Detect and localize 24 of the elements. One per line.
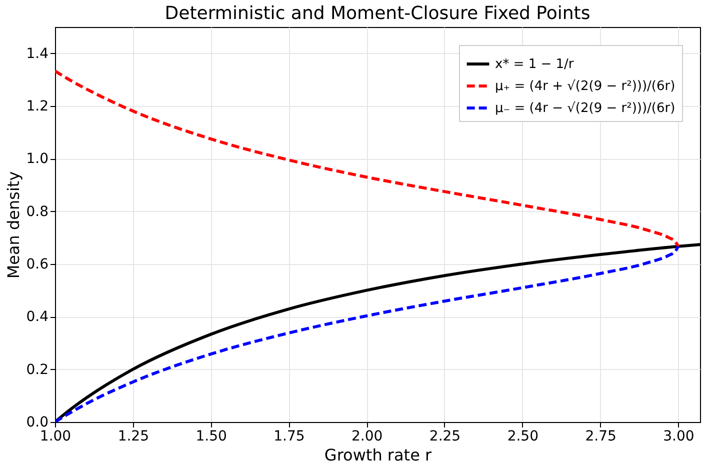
y-tick-label: 1.0 [26, 151, 48, 168]
legend-label: μ₋ = (4r − √(2(9 − r²)))/(6r) [495, 101, 676, 116]
y-tick-label: 0.6 [26, 256, 49, 272]
y-tick-label: 0.0 [26, 414, 48, 430]
x-tick-label: 1.25 [118, 428, 149, 444]
x-tick-label: 3.00 [663, 428, 694, 444]
x-tick-label: 1.75 [274, 428, 305, 444]
legend-label: μ₊ = (4r + √(2(9 − r²)))/(6r) [495, 79, 676, 94]
line-series [55, 69, 680, 248]
legend-label: x* = 1 − 1/r [495, 57, 574, 72]
y-tick-label: 1.4 [26, 46, 49, 62]
x-tick-label: 2.25 [429, 428, 461, 444]
x-tick-label: 1.50 [196, 428, 227, 444]
x-tick-label: 2.50 [507, 428, 538, 444]
x-axis-title: Growth rate r [324, 446, 432, 464]
y-tick-label: 0.8 [26, 204, 48, 220]
x-tick-label: 1.00 [40, 428, 72, 444]
y-tick-label: 0.2 [26, 362, 48, 378]
x-tick-label: 2.00 [352, 428, 383, 444]
chart-title: Deterministic and Moment-Closure Fixed Points [164, 3, 590, 24]
x-tick-label: 2.75 [585, 428, 616, 444]
y-tick-label: 0.4 [26, 309, 49, 326]
y-axis-title: Mean density [4, 171, 24, 279]
y-tick-label: 1.2 [26, 98, 48, 114]
